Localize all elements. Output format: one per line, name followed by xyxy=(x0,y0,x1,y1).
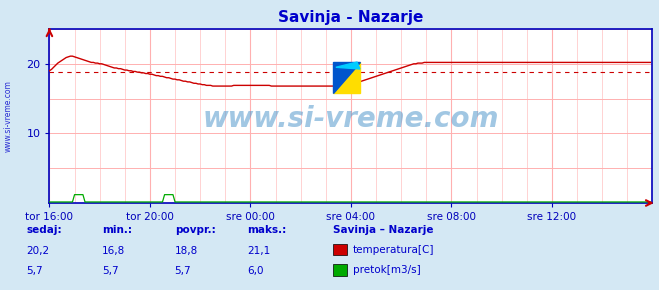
Text: www.si-vreme.com: www.si-vreme.com xyxy=(203,106,499,133)
Text: 21,1: 21,1 xyxy=(247,246,270,256)
Text: www.si-vreme.com: www.si-vreme.com xyxy=(3,80,13,152)
Polygon shape xyxy=(333,62,360,93)
Text: 20,2: 20,2 xyxy=(26,246,49,256)
Text: min.:: min.: xyxy=(102,225,132,235)
Text: 5,7: 5,7 xyxy=(102,266,119,276)
Text: maks.:: maks.: xyxy=(247,225,287,235)
Text: 16,8: 16,8 xyxy=(102,246,125,256)
Text: 18,8: 18,8 xyxy=(175,246,198,256)
Text: 5,7: 5,7 xyxy=(175,266,191,276)
Title: Savinja - Nazarje: Savinja - Nazarje xyxy=(278,10,424,25)
Text: pretok[m3/s]: pretok[m3/s] xyxy=(353,265,420,275)
Text: temperatura[C]: temperatura[C] xyxy=(353,245,434,255)
Text: sedaj:: sedaj: xyxy=(26,225,62,235)
Text: 6,0: 6,0 xyxy=(247,266,264,276)
Polygon shape xyxy=(336,62,360,69)
Text: 5,7: 5,7 xyxy=(26,266,43,276)
Text: Savinja – Nazarje: Savinja – Nazarje xyxy=(333,225,434,235)
Polygon shape xyxy=(333,62,360,93)
Text: povpr.:: povpr.: xyxy=(175,225,215,235)
